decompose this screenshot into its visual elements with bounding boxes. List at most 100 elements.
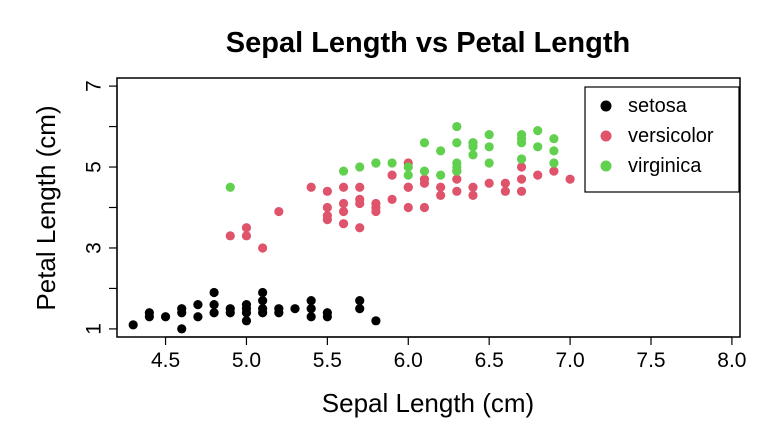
x-tick-label: 5.0	[232, 349, 261, 372]
point-versicolor	[500, 186, 510, 196]
point-setosa	[371, 316, 381, 326]
point-virginica	[468, 150, 478, 160]
point-virginica	[419, 166, 430, 176]
point-setosa	[241, 300, 252, 310]
point-versicolor	[533, 170, 543, 180]
point-virginica	[516, 154, 527, 164]
point-virginica	[533, 142, 543, 152]
legend-label-versicolor: versicolor	[628, 125, 714, 147]
point-versicolor	[355, 182, 365, 192]
point-setosa	[322, 308, 332, 318]
point-versicolor	[436, 190, 446, 200]
point-virginica	[419, 138, 430, 148]
point-virginica	[549, 158, 559, 168]
point-versicolor	[419, 202, 430, 213]
point-versicolor	[452, 186, 462, 196]
point-versicolor	[436, 182, 446, 192]
data-points	[128, 121, 575, 334]
point-versicolor	[258, 243, 268, 253]
point-setosa	[355, 295, 365, 306]
point-setosa	[306, 312, 316, 322]
y-tick-label: 7	[83, 80, 106, 92]
point-versicolor	[338, 198, 349, 209]
point-setosa	[258, 304, 268, 314]
point-virginica	[452, 121, 462, 132]
y-tick-label: 5	[83, 161, 106, 173]
point-versicolor	[371, 198, 381, 209]
point-virginica	[484, 130, 494, 140]
point-versicolor	[403, 202, 413, 213]
point-versicolor	[387, 170, 397, 180]
point-versicolor	[516, 186, 527, 196]
point-virginica	[484, 158, 494, 168]
point-virginica	[225, 182, 235, 192]
point-virginica	[436, 146, 446, 156]
point-versicolor	[322, 210, 332, 221]
point-setosa	[290, 304, 300, 314]
point-virginica	[371, 158, 381, 168]
point-versicolor	[468, 182, 478, 192]
point-versicolor	[338, 219, 349, 229]
legend-marker-setosa	[600, 100, 612, 112]
point-versicolor	[355, 223, 365, 233]
y-tick-label: 3	[83, 242, 106, 254]
chart-title: Sepal Length vs Petal Length	[226, 27, 630, 59]
point-versicolor	[338, 182, 349, 192]
point-setosa	[306, 295, 316, 306]
point-versicolor	[565, 174, 575, 184]
point-virginica	[338, 166, 349, 176]
point-setosa	[128, 320, 138, 330]
y-axis-label: Petal Length (cm)	[31, 105, 61, 310]
point-versicolor	[241, 223, 252, 233]
x-tick-label: 4.5	[151, 349, 180, 372]
point-setosa	[193, 300, 203, 310]
x-tick-label: 7.5	[636, 349, 665, 372]
point-virginica	[355, 162, 365, 172]
point-virginica	[533, 126, 543, 136]
legend-label-virginica: virginica	[628, 155, 702, 177]
point-versicolor	[338, 206, 349, 217]
point-virginica	[549, 134, 559, 144]
legend-label-setosa: setosa	[628, 95, 688, 117]
point-virginica	[468, 138, 478, 148]
legend: setosa versicolor virginica	[584, 86, 740, 193]
point-virginica	[403, 170, 413, 180]
point-virginica	[452, 158, 462, 168]
point-versicolor	[225, 231, 235, 241]
point-versicolor	[306, 182, 316, 192]
point-setosa	[241, 316, 252, 326]
point-setosa	[209, 308, 219, 318]
point-versicolor	[387, 194, 397, 205]
point-setosa	[258, 295, 268, 306]
point-setosa	[355, 304, 365, 314]
x-axis: 4.5 5.0 5.5 6.0 6.5 7.0 7.5 8.0	[151, 336, 747, 372]
x-tick-label: 6.5	[475, 349, 504, 372]
point-setosa	[225, 304, 235, 314]
point-virginica	[484, 142, 494, 152]
point-virginica	[549, 146, 559, 156]
point-versicolor	[419, 174, 430, 184]
point-setosa	[258, 287, 268, 298]
point-virginica	[436, 170, 446, 180]
point-versicolor	[516, 174, 527, 184]
point-setosa	[160, 312, 171, 322]
y-axis: 1 3 5 7	[83, 80, 118, 335]
legend-marker-virginica	[600, 160, 612, 172]
point-setosa	[274, 304, 284, 314]
x-tick-label: 6.0	[394, 349, 423, 372]
point-versicolor	[241, 231, 252, 241]
point-virginica	[387, 158, 397, 168]
point-versicolor	[452, 174, 462, 184]
legend-marker-versicolor	[600, 130, 612, 142]
point-versicolor	[322, 186, 332, 196]
point-setosa	[144, 308, 154, 318]
point-virginica	[452, 138, 462, 148]
point-setosa	[306, 304, 316, 314]
point-versicolor	[355, 194, 365, 205]
point-setosa	[177, 304, 187, 314]
point-versicolor	[549, 166, 559, 176]
x-axis-label: Sepal Length (cm)	[322, 388, 534, 418]
point-versicolor	[500, 178, 510, 188]
point-setosa	[209, 300, 219, 310]
